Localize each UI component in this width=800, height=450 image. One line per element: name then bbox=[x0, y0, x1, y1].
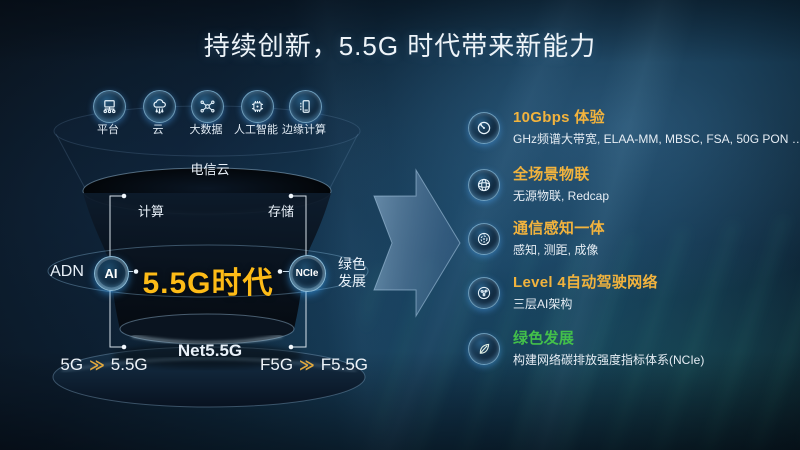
transition-arrow-icon bbox=[373, 168, 461, 318]
capability-title: 绿色发展 bbox=[513, 330, 575, 347]
autonomous-network-icon bbox=[468, 277, 500, 309]
capability-subtitle: 构建网络碳排放强度指标体系(NCIe) bbox=[513, 353, 705, 367]
capability-subtitle: GHz频谱大带宽, ELAA-MM, MBSC, FSA, 50G PON … bbox=[513, 132, 800, 146]
speed-gauge-icon bbox=[468, 112, 500, 144]
capability-item: 绿色发展 构建网络碳排放强度指标体系(NCIe) bbox=[468, 326, 704, 368]
green-development-line2: 发展 bbox=[338, 273, 366, 289]
page-title: 持续创新，5.5G 时代带来新能力 bbox=[203, 31, 597, 61]
big-data-icon bbox=[190, 89, 224, 123]
cloud-icon bbox=[142, 89, 176, 123]
green-leaf-icon bbox=[468, 333, 500, 365]
capability-title: 通信感知一体 bbox=[513, 220, 605, 237]
ai-badge: AI bbox=[93, 255, 129, 291]
capability-title: Level 4自动驾驶网络 bbox=[513, 274, 658, 291]
capability-item: 通信感知一体 感知, 测距, 成像 bbox=[468, 216, 605, 258]
edge-computing-icon bbox=[288, 89, 322, 123]
ncie-badge: NCIe bbox=[288, 254, 326, 292]
ai-badge-label: AI bbox=[104, 265, 118, 281]
sensing-radar-icon bbox=[468, 223, 500, 255]
green-development-line1: 绿色 bbox=[338, 256, 366, 272]
evolution-left-from: 5G bbox=[60, 355, 84, 374]
capability-item: 10Gbps 体验 GHz频谱大带宽, ELAA-MM, MBSC, FSA, … bbox=[468, 105, 800, 147]
evolution-arrow-icon: ≫ bbox=[299, 357, 315, 374]
capability-item: Level 4自动驾驶网络 三层AI架构 bbox=[468, 270, 658, 312]
capability-subtitle: 感知, 测距, 成像 bbox=[513, 243, 599, 257]
capability-title: 10Gbps 体验 bbox=[513, 109, 605, 126]
platform-label: 平台 bbox=[97, 124, 119, 136]
storage-label: 存储 bbox=[267, 204, 295, 219]
capability-subtitle: 无源物联, Redcap bbox=[513, 189, 610, 203]
core-label: 5.5G Core bbox=[162, 181, 256, 202]
net-label: Net5.5G bbox=[177, 341, 243, 360]
capability-subtitle: 三层AI架构 bbox=[513, 297, 573, 311]
ai-chip-icon bbox=[240, 89, 274, 123]
telecom-cloud-label: 电信云 bbox=[190, 162, 230, 177]
evolution-right-from: F5G bbox=[259, 355, 294, 374]
compute-label: 计算 bbox=[137, 204, 165, 219]
era-label: 5.5G时代 bbox=[142, 267, 274, 300]
iot-globe-icon bbox=[468, 169, 500, 201]
big-data-label: 大数据 bbox=[189, 124, 223, 136]
evolution-arrow-icon: ≫ bbox=[89, 357, 105, 374]
adn-label: ADN bbox=[50, 263, 84, 280]
capability-title: 全场景物联 bbox=[513, 166, 590, 183]
green-development-label: 绿色 发展 bbox=[338, 256, 366, 290]
evolution-right-to: F5.5G bbox=[320, 355, 369, 374]
platform-icon bbox=[92, 89, 126, 123]
cloud-label: 云 bbox=[152, 124, 164, 136]
ai-label: 人工智能 bbox=[234, 124, 278, 136]
ncie-badge-label: NCIe bbox=[295, 267, 319, 279]
evolution-left-to: 5.5G bbox=[110, 355, 148, 374]
edge-computing-label: 边缘计算 bbox=[282, 124, 326, 136]
evolution-right: F5G ≫ F5.5G bbox=[260, 355, 368, 375]
evolution-left: 5G ≫ 5.5G bbox=[60, 355, 147, 375]
capability-item: 全场景物联 无源物联, Redcap bbox=[468, 162, 609, 204]
